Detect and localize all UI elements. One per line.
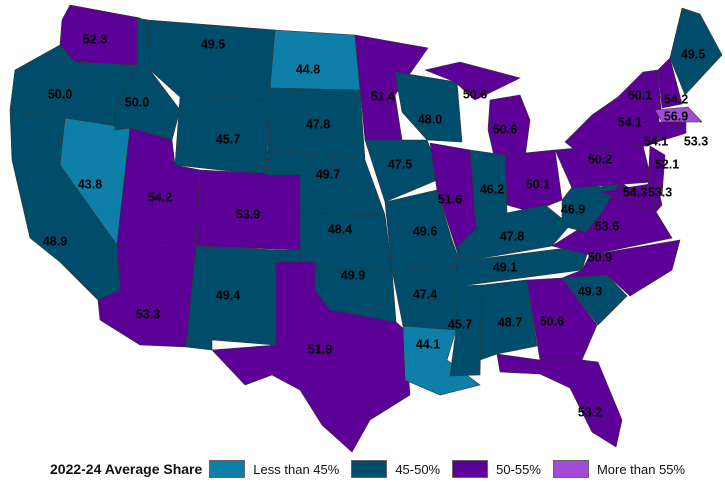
state-value-label-sd: 47.8: [306, 117, 330, 131]
state-value-label-ms: 45.7: [448, 317, 472, 331]
state-value-label-wv: 46.9: [561, 202, 585, 216]
state-value-label-tx: 51.9: [308, 342, 332, 356]
state-value-label-mi: 50.6: [463, 87, 487, 101]
state-value-label-mi: 50.6: [493, 122, 517, 136]
legend-swatch: [552, 460, 589, 478]
us-state-map: 52.3 50.0 48.9 43.8 50.0 49.5 45.7 54.2 53.3 53.9…: [9, 4, 723, 453]
legend-item-more-than-55: More than 55%: [552, 460, 686, 478]
state-value-label-oh: 50.1: [526, 177, 550, 191]
state-value-label-ky: 47.8: [500, 229, 524, 243]
state-ga: [526, 277, 598, 361]
legend-swatch: [452, 460, 489, 478]
legend-label: 50-55%: [496, 461, 541, 477]
state-value-label-ok: 49.9: [341, 268, 365, 282]
legend-title: 2022-24 Average Share: [50, 461, 203, 477]
state-mo: [384, 189, 463, 271]
state-ma: [654, 106, 703, 123]
state-value-label-nm: 49.4: [216, 288, 240, 302]
state-value-label-ne: 49.7: [316, 167, 340, 181]
state-value-label-wa: 52.3: [83, 32, 107, 46]
state-nd: [269, 29, 361, 91]
state-value-label-ma: 56.9: [664, 109, 688, 123]
state-value-label-mo: 49.6: [413, 224, 437, 238]
state-value-label-wy: 45.7: [216, 132, 240, 146]
state-value-label-il: 51.6: [438, 192, 462, 206]
state-value-label-sc: 49.3: [578, 284, 602, 298]
state-mt: [147, 19, 276, 101]
state-value-label-mt: 49.5: [201, 37, 225, 51]
state-value-label-pa: 50.2: [588, 152, 612, 166]
state-value-label-ri: 53.3: [684, 134, 708, 148]
state-mi: [423, 61, 521, 101]
state-value-label-ar: 47.4: [413, 287, 437, 301]
state-me: [669, 7, 723, 96]
legend-label: 45-50%: [395, 461, 441, 477]
state-value-label-al: 48.7: [498, 315, 522, 329]
state-value-label-tn: 49.1: [493, 260, 517, 274]
state-value-label-ia: 47.5: [388, 157, 412, 171]
state-value-label-va: 53.6: [595, 219, 619, 233]
state-ms: [449, 284, 483, 377]
legend-swatch: [209, 460, 246, 478]
state-value-label-co: 53.9: [236, 207, 260, 221]
state-nj: [647, 145, 666, 197]
legend: 2022-24 Average Share Less than 45% 45-5…: [50, 460, 697, 478]
state-value-label-wi: 48.0: [418, 112, 442, 126]
state-value-label-id: 50.0: [125, 95, 149, 109]
state-value-label-in: 46.2: [480, 182, 504, 196]
legend-item-50-55: 50-55%: [452, 460, 541, 478]
state-value-label-ks: 48.4: [328, 222, 352, 236]
state-value-label-or: 50.0: [48, 87, 72, 101]
state-value-label-nh: 54.2: [664, 92, 688, 106]
state-tx: [211, 261, 411, 453]
state-value-label-nv: 43.8: [78, 177, 102, 191]
state-value-label-mn: 51.4: [371, 89, 395, 103]
state-oh: [504, 149, 563, 213]
state-nc: [561, 239, 681, 297]
state-value-label-md: 54.3: [623, 185, 647, 199]
legend-label: Less than 45%: [253, 461, 340, 477]
state-nh: [657, 57, 683, 109]
state-ri: [677, 121, 687, 136]
state-value-label-de: 53.3: [648, 185, 672, 199]
state-fl: [496, 353, 623, 448]
state-value-label-ga: 50.6: [540, 314, 564, 328]
state-de: [649, 183, 663, 213]
state-mn: [354, 34, 429, 141]
state-value-label-ct: 54.1: [644, 134, 668, 148]
legend-label: More than 55%: [596, 461, 686, 477]
state-value-label-az: 53.3: [136, 307, 160, 321]
legend-swatch: [351, 460, 388, 478]
state-value-label-nj: 52.1: [655, 157, 679, 171]
state-value-label-vt: 50.1: [628, 88, 652, 102]
state-wi: [394, 71, 463, 143]
legend-item-45-50: 45-50%: [351, 460, 440, 478]
state-value-label-la: 44.1: [416, 337, 440, 351]
state-value-label-ca: 48.9: [43, 234, 67, 248]
state-value-label-ny: 54.1: [618, 115, 642, 129]
legend-item-less-than-45: Less than 45%: [209, 460, 339, 478]
state-value-label-nc: 50.9: [588, 250, 612, 264]
state-value-label-fl: 53.2: [578, 405, 602, 419]
state-value-label-nd: 44.8: [296, 62, 320, 76]
state-value-label-me: 49.5: [681, 47, 705, 61]
state-value-label-ut: 54.2: [148, 190, 172, 204]
state-al: [479, 279, 538, 361]
